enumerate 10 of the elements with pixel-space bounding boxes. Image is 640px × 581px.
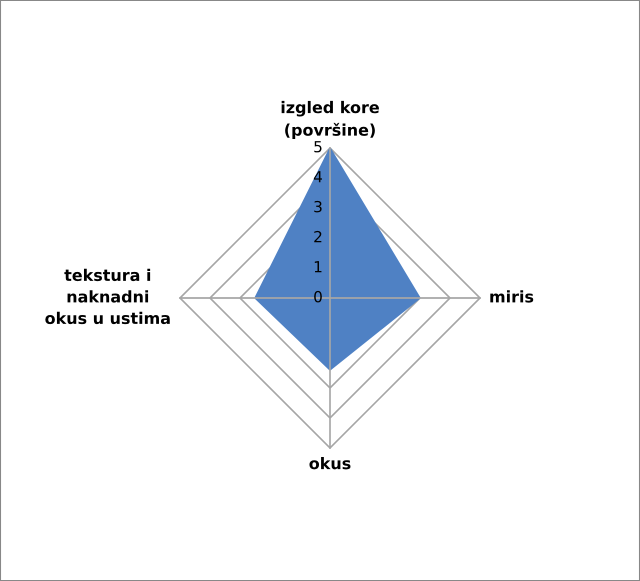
spoke-label: izgled kore (površine)	[282, 100, 379, 139]
spoke-label: miris	[490, 290, 534, 303]
y-tick-label: 1	[314, 261, 322, 272]
y-tick-label: 2	[314, 230, 322, 242]
spoke-label: okus	[309, 457, 350, 470]
y-tick-label: 0	[314, 290, 322, 302]
y-tick-label: 3	[314, 200, 322, 212]
spoke-label: tekstura i naknadni okus u ustima	[45, 268, 170, 324]
y-tick-label: 4	[314, 171, 322, 182]
y-tick-label: 5	[314, 141, 322, 152]
